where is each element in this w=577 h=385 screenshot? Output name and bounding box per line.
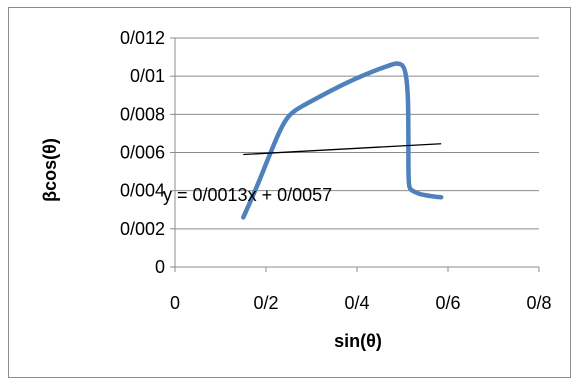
- x-tick-label: 0: [170, 293, 180, 313]
- trendline-group: [243, 143, 442, 156]
- y-tick-labels: 0 0/002 0/004 0/006 0/008 0/01 0/012: [120, 28, 165, 277]
- x-tick-label: 0/4: [344, 293, 369, 313]
- series: [241, 61, 444, 220]
- chart-area: [8, 7, 571, 378]
- x-tick-labels: 0 0/2 0/4 0/6 0/8: [170, 293, 552, 313]
- x-tick-label: 0/6: [435, 293, 460, 313]
- series-line: [241, 61, 444, 220]
- y-tick-label: 0/012: [120, 28, 165, 48]
- y-tick-label: 0/01: [130, 66, 165, 86]
- x-axis-title: sin(θ): [334, 331, 382, 351]
- trendline-equation: y = 0/0013x + 0/0057: [163, 185, 332, 205]
- y-tick-label: 0/006: [120, 143, 165, 163]
- y-tick-label: 0/008: [120, 104, 165, 124]
- y-tick-label: 0/002: [120, 219, 165, 239]
- y-tick-label: 0: [155, 257, 165, 277]
- y-axis-title: βcos(θ): [40, 138, 60, 202]
- y-tick-label: 0/004: [120, 181, 165, 201]
- trendline: [243, 143, 442, 156]
- axes: [170, 37, 540, 272]
- x-tick-label: 0/2: [253, 293, 278, 313]
- x-tick-label: 0/8: [526, 293, 551, 313]
